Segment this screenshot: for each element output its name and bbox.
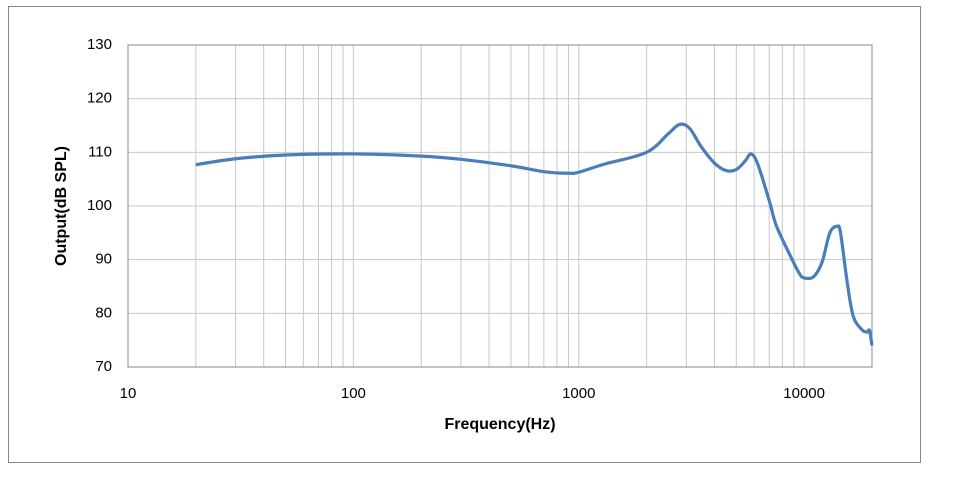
- x-tick-label: 10000: [783, 385, 825, 402]
- x-axis-title: Frequency(Hz): [444, 416, 555, 433]
- x-tick-label: 1000: [562, 385, 595, 402]
- x-tick-label: 10: [120, 385, 137, 402]
- y-tick-label: 90: [95, 251, 112, 268]
- y-axis-title: Output(dB SPL): [53, 146, 70, 266]
- x-tick-label: 100: [341, 385, 366, 402]
- y-tick-label: 120: [87, 90, 112, 107]
- y-tick-label: 80: [95, 304, 112, 321]
- chart-frame: [8, 6, 921, 463]
- y-tick-label: 70: [95, 358, 112, 375]
- y-tick-label: 110: [88, 143, 112, 160]
- y-tick-label: 130: [87, 36, 112, 53]
- plot-frame: [127, 44, 873, 368]
- response-line: [195, 122, 874, 346]
- y-tick-label: 100: [87, 197, 112, 214]
